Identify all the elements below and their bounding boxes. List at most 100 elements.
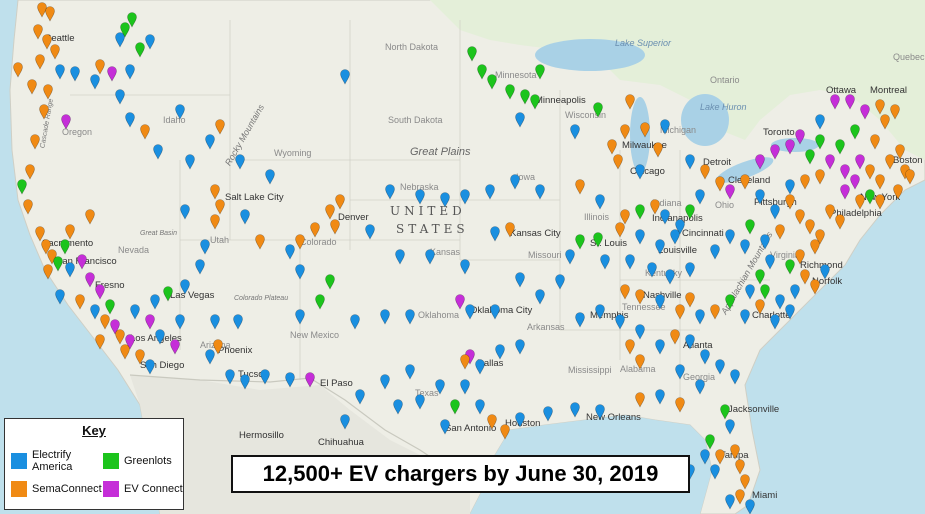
charger-pin[interactable]	[785, 194, 795, 210]
charger-pin[interactable]	[755, 269, 765, 285]
charger-pin[interactable]	[685, 204, 695, 220]
charger-pin[interactable]	[570, 402, 580, 418]
charger-pin[interactable]	[405, 364, 415, 380]
charger-pin[interactable]	[450, 399, 460, 415]
charger-pin[interactable]	[620, 124, 630, 140]
charger-pin[interactable]	[530, 94, 540, 110]
charger-pin[interactable]	[755, 299, 765, 315]
charger-pin[interactable]	[180, 204, 190, 220]
charger-pin[interactable]	[725, 419, 735, 435]
charger-pin[interactable]	[213, 339, 223, 355]
charger-pin[interactable]	[395, 249, 405, 265]
charger-pin[interactable]	[705, 434, 715, 450]
charger-pin[interactable]	[180, 279, 190, 295]
charger-pin[interactable]	[340, 414, 350, 430]
charger-pin[interactable]	[495, 344, 505, 360]
charger-pin[interactable]	[685, 262, 695, 278]
charger-pin[interactable]	[850, 124, 860, 140]
charger-pin[interactable]	[700, 449, 710, 465]
charger-pin[interactable]	[130, 304, 140, 320]
charger-pin[interactable]	[855, 154, 865, 170]
charger-pin[interactable]	[393, 399, 403, 415]
charger-pin[interactable]	[85, 272, 95, 288]
charger-pin[interactable]	[335, 194, 345, 210]
charger-pin[interactable]	[695, 309, 705, 325]
charger-pin[interactable]	[543, 406, 553, 422]
charger-pin[interactable]	[625, 339, 635, 355]
charger-pin[interactable]	[33, 24, 43, 40]
charger-pin[interactable]	[715, 359, 725, 375]
charger-pin[interactable]	[295, 264, 305, 280]
charger-pin[interactable]	[125, 334, 135, 350]
charger-pin[interactable]	[635, 392, 645, 408]
charger-pin[interactable]	[53, 256, 63, 272]
charger-pin[interactable]	[810, 239, 820, 255]
charger-pin[interactable]	[515, 412, 525, 428]
charger-pin[interactable]	[305, 372, 315, 388]
charger-pin[interactable]	[135, 349, 145, 365]
charger-pin[interactable]	[135, 42, 145, 58]
charger-pin[interactable]	[380, 374, 390, 390]
charger-pin[interactable]	[505, 84, 515, 100]
charger-pin[interactable]	[155, 329, 165, 345]
charger-pin[interactable]	[785, 139, 795, 155]
charger-pin[interactable]	[487, 74, 497, 90]
charger-pin[interactable]	[100, 314, 110, 330]
charger-pin[interactable]	[315, 294, 325, 310]
charger-pin[interactable]	[865, 164, 875, 180]
charger-pin[interactable]	[655, 339, 665, 355]
charger-pin[interactable]	[893, 184, 903, 200]
charger-pin[interactable]	[500, 424, 510, 440]
charger-pin[interactable]	[70, 66, 80, 82]
charger-pin[interactable]	[17, 179, 27, 195]
charger-pin[interactable]	[330, 219, 340, 235]
charger-pin[interactable]	[233, 314, 243, 330]
charger-pin[interactable]	[535, 64, 545, 80]
charger-pin[interactable]	[440, 419, 450, 435]
charger-pin[interactable]	[355, 389, 365, 405]
charger-pin[interactable]	[710, 464, 720, 480]
charger-pin[interactable]	[640, 122, 650, 138]
charger-pin[interactable]	[185, 154, 195, 170]
charger-pin[interactable]	[715, 449, 725, 465]
charger-pin[interactable]	[635, 204, 645, 220]
charger-pin[interactable]	[725, 184, 735, 200]
charger-pin[interactable]	[65, 224, 75, 240]
charger-pin[interactable]	[260, 369, 270, 385]
charger-pin[interactable]	[710, 304, 720, 320]
charger-pin[interactable]	[225, 369, 235, 385]
charger-pin[interactable]	[210, 214, 220, 230]
charger-pin[interactable]	[593, 232, 603, 248]
charger-pin[interactable]	[350, 314, 360, 330]
charger-pin[interactable]	[815, 229, 825, 245]
charger-pin[interactable]	[820, 264, 830, 280]
charger-pin[interactable]	[875, 174, 885, 190]
charger-pin[interactable]	[215, 119, 225, 135]
charger-pin[interactable]	[785, 179, 795, 195]
charger-pin[interactable]	[775, 294, 785, 310]
charger-pin[interactable]	[670, 229, 680, 245]
charger-pin[interactable]	[95, 59, 105, 75]
charger-pin[interactable]	[745, 284, 755, 300]
charger-pin[interactable]	[325, 274, 335, 290]
charger-pin[interactable]	[835, 139, 845, 155]
charger-pin[interactable]	[650, 199, 660, 215]
charger-pin[interactable]	[30, 134, 40, 150]
charger-pin[interactable]	[43, 84, 53, 100]
charger-pin[interactable]	[735, 489, 745, 505]
charger-pin[interactable]	[200, 239, 210, 255]
charger-pin[interactable]	[593, 102, 603, 118]
charger-pin[interactable]	[43, 264, 53, 280]
charger-pin[interactable]	[875, 99, 885, 115]
charger-pin[interactable]	[35, 54, 45, 70]
charger-pin[interactable]	[795, 249, 805, 265]
charger-pin[interactable]	[745, 499, 755, 514]
charger-pin[interactable]	[840, 164, 850, 180]
charger-pin[interactable]	[765, 254, 775, 270]
charger-pin[interactable]	[435, 379, 445, 395]
charger-pin[interactable]	[700, 164, 710, 180]
charger-pin[interactable]	[760, 284, 770, 300]
charger-pin[interactable]	[770, 204, 780, 220]
charger-pin[interactable]	[895, 144, 905, 160]
charger-pin[interactable]	[385, 184, 395, 200]
